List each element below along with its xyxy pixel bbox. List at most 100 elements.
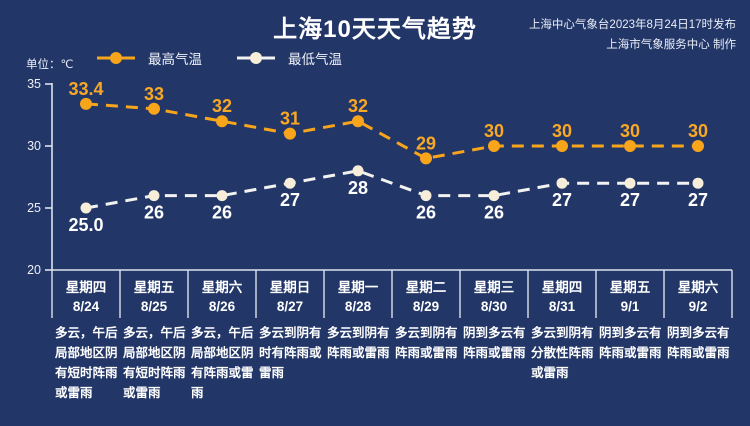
min-temp-point bbox=[692, 177, 704, 189]
max-temp-value-label: 30 bbox=[552, 121, 572, 141]
max-temp-value-label: 33.4 bbox=[68, 79, 103, 99]
page-title: 上海10天天气趋势 bbox=[273, 16, 477, 43]
day-column: 星期六 8/26 多云，午后局部地区阴有阵雨或雷雨 bbox=[188, 278, 256, 403]
min-temp-value-label: 27 bbox=[552, 190, 572, 210]
day-column: 星期五 9/1 阴到多云有阵雨或雷雨 bbox=[596, 278, 664, 403]
day-column: 星期三 8/30 阴到多云有阵雨或雷雨 bbox=[460, 278, 528, 403]
min-temp-value-label: 26 bbox=[484, 203, 504, 223]
min-temp-point bbox=[624, 177, 636, 189]
max-temp-value-label: 29 bbox=[416, 133, 436, 153]
max-temp-value-label: 32 bbox=[348, 96, 368, 116]
min-temp-value-label: 25.0 bbox=[68, 215, 103, 235]
min-temp-point bbox=[420, 190, 432, 202]
max-temp-point bbox=[80, 97, 92, 110]
weather-description: 多云，午后局部地区阴有短时阵雨或雷雨 bbox=[123, 326, 186, 400]
weekday-label: 星期六 bbox=[201, 280, 243, 295]
day-columns: 星期四 8/24 多云，午后局部地区阴有短时阵雨或雷雨 星期五 8/25 多云，… bbox=[52, 278, 732, 403]
weekday-label: 星期一 bbox=[337, 280, 379, 295]
weekday-label: 星期六 bbox=[677, 280, 719, 295]
min-temp-point bbox=[216, 190, 228, 202]
max-temp-point bbox=[692, 140, 704, 152]
date-label: 8/31 bbox=[548, 299, 576, 314]
min-temp-line bbox=[85, 169, 698, 210]
y-tick-label: 25 bbox=[27, 201, 41, 215]
weather-description: 多云到阴有分散性阵雨或雷雨 bbox=[531, 326, 594, 380]
date-label: 8/30 bbox=[480, 299, 508, 314]
min-temp-point bbox=[352, 165, 364, 177]
min-temp-value-label: 27 bbox=[280, 190, 300, 210]
legend-max-label: 最高气温 bbox=[148, 52, 202, 67]
publisher-line1: 上海中心气象台2023年8月24日17时发布 bbox=[528, 19, 736, 31]
date-label: 8/24 bbox=[72, 299, 100, 314]
y-tick-label: 30 bbox=[27, 139, 41, 153]
day-column: 星期六 9/2 阴到多云有阵雨或雷雨 bbox=[664, 278, 732, 403]
weather-description: 多云，午后局部地区阴有短时阵雨或雷雨 bbox=[55, 326, 118, 400]
date-label: 8/29 bbox=[412, 299, 440, 314]
max-temp-line bbox=[85, 102, 698, 160]
legend-item-min: 最低气温 bbox=[236, 48, 342, 68]
weather-description: 多云到阴有阵雨或雷雨 bbox=[327, 326, 390, 360]
date-label: 8/28 bbox=[344, 299, 372, 314]
weekday-label: 星期日 bbox=[269, 280, 311, 295]
min-temp-value-label: 27 bbox=[688, 190, 708, 210]
date-label: 9/2 bbox=[688, 299, 708, 314]
min-temp-marker-icon bbox=[237, 52, 275, 64]
max-temp-value-label: 30 bbox=[620, 121, 640, 141]
weather-description: 阴到多云有阵雨或雷雨 bbox=[599, 326, 662, 360]
max-temp-marker-icon bbox=[97, 52, 135, 64]
min-temp-point bbox=[284, 177, 296, 189]
max-temp-point bbox=[556, 140, 568, 152]
min-temp-value-label: 28 bbox=[348, 178, 368, 198]
day-column: 星期日 8/27 多云到阴有时有阵雨或雷雨 bbox=[256, 278, 324, 403]
weather-description: 多云到阴有阵雨或雷雨 bbox=[395, 326, 458, 360]
unit-label: 单位：℃ bbox=[26, 59, 74, 71]
date-label: 8/25 bbox=[140, 299, 168, 314]
day-column: 星期四 8/31 多云到阴有分散性阵雨或雷雨 bbox=[528, 278, 596, 403]
date-label: 8/27 bbox=[276, 299, 304, 314]
weekday-label: 星期四 bbox=[65, 280, 107, 295]
max-temp-value-label: 31 bbox=[280, 109, 300, 129]
max-temp-point bbox=[148, 102, 160, 115]
weather-description: 阴到多云有阵雨或雷雨 bbox=[667, 326, 730, 360]
y-tick-label: 35 bbox=[27, 77, 41, 91]
max-temp-value-label: 30 bbox=[688, 121, 708, 141]
legend: 最高气温 最低气温 bbox=[96, 48, 342, 68]
min-temp-point bbox=[488, 190, 500, 202]
date-label: 8/26 bbox=[208, 299, 236, 314]
legend-item-max: 最高气温 bbox=[96, 48, 202, 68]
max-temp-point bbox=[624, 140, 636, 152]
day-column: 星期二 8/29 多云到阴有阵雨或雷雨 bbox=[392, 278, 460, 403]
weekday-label: 星期三 bbox=[473, 280, 515, 295]
min-temp-value-label: 26 bbox=[144, 203, 164, 223]
day-column: 星期四 8/24 多云，午后局部地区阴有短时阵雨或雷雨 bbox=[52, 278, 120, 403]
weather-description: 多云到阴有时有阵雨或雷雨 bbox=[259, 326, 322, 380]
day-column: 星期五 8/25 多云，午后局部地区阴有短时阵雨或雷雨 bbox=[120, 278, 188, 403]
max-temp-point bbox=[420, 152, 432, 165]
min-temp-value-label: 27 bbox=[620, 190, 640, 210]
min-temp-point bbox=[148, 190, 160, 202]
weekday-label: 星期五 bbox=[609, 280, 651, 295]
y-tick-label: 20 bbox=[27, 263, 41, 277]
weekday-label: 星期五 bbox=[133, 280, 175, 295]
min-temp-point bbox=[80, 202, 92, 214]
max-temp-point bbox=[352, 115, 364, 128]
weekday-label: 星期四 bbox=[541, 280, 583, 295]
weather-description: 多云，午后局部地区阴有阵雨或雷雨 bbox=[191, 326, 254, 400]
min-temp-value-label: 26 bbox=[212, 203, 232, 223]
max-temp-point bbox=[216, 115, 228, 128]
max-temp-value-label: 32 bbox=[212, 96, 232, 116]
weekday-label: 星期二 bbox=[405, 280, 447, 295]
day-column: 星期一 8/28 多云到阴有阵雨或雷雨 bbox=[324, 278, 392, 403]
max-temp-point bbox=[284, 127, 296, 140]
date-label: 9/1 bbox=[620, 299, 640, 314]
min-temp-value-label: 26 bbox=[416, 203, 436, 223]
weather-description: 阴到多云有阵雨或雷雨 bbox=[463, 326, 526, 360]
max-temp-value-label: 30 bbox=[484, 121, 504, 141]
legend-min-label: 最低气温 bbox=[288, 52, 342, 67]
max-temp-point bbox=[488, 140, 500, 152]
min-temp-point bbox=[556, 177, 568, 189]
publisher-info: 上海中心气象台2023年8月24日17时发布 上海市气象服务中心 制作 bbox=[529, 15, 736, 55]
max-temp-value-label: 33 bbox=[144, 84, 164, 104]
